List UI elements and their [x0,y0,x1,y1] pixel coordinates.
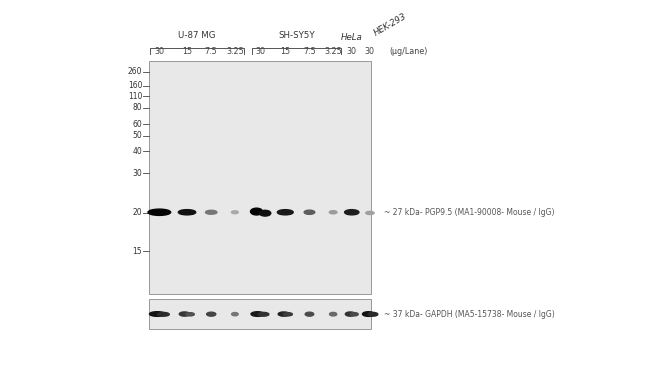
Text: 30: 30 [154,47,164,56]
Ellipse shape [150,312,165,316]
Text: SH-SY5Y: SH-SY5Y [278,31,315,40]
Ellipse shape [250,208,263,215]
Text: 30: 30 [133,169,142,178]
Text: 7.5: 7.5 [205,47,218,56]
Ellipse shape [284,314,292,315]
Text: 7.5: 7.5 [303,47,316,56]
Ellipse shape [259,210,271,216]
Ellipse shape [366,211,374,215]
Text: 3.25: 3.25 [324,47,342,56]
Ellipse shape [159,314,168,316]
Ellipse shape [345,312,355,316]
Ellipse shape [279,314,289,316]
Ellipse shape [231,313,238,316]
Text: 80: 80 [133,104,142,112]
Ellipse shape [306,312,314,316]
Text: ~ 37 kDa- GAPDH (MA5-15738- Mouse / IgG): ~ 37 kDa- GAPDH (MA5-15738- Mouse / IgG) [384,310,554,319]
Ellipse shape [283,313,292,316]
Ellipse shape [260,213,270,215]
Text: HeLa: HeLa [341,33,363,42]
Ellipse shape [350,313,358,316]
Ellipse shape [207,312,216,316]
Ellipse shape [207,314,215,316]
Ellipse shape [259,314,268,316]
Ellipse shape [187,314,194,315]
Ellipse shape [258,312,269,316]
Ellipse shape [351,314,358,315]
Text: (μg/Lane): (μg/Lane) [389,47,428,56]
Text: ~ 27 kDa- PGP9.5 (MA1-90008- Mouse / IgG): ~ 27 kDa- PGP9.5 (MA1-90008- Mouse / IgG… [384,208,554,217]
Text: 160: 160 [127,81,142,90]
Ellipse shape [306,314,313,316]
Text: 15: 15 [182,47,192,56]
Ellipse shape [346,212,358,214]
Text: 110: 110 [128,92,142,101]
Text: 30: 30 [255,47,265,56]
Ellipse shape [368,312,378,316]
Text: 30: 30 [365,47,375,56]
Ellipse shape [148,209,171,215]
Ellipse shape [346,314,354,316]
Ellipse shape [179,212,194,214]
Ellipse shape [207,212,216,214]
Ellipse shape [363,312,374,316]
Ellipse shape [369,314,377,316]
Ellipse shape [278,312,289,316]
FancyBboxPatch shape [150,61,371,294]
Ellipse shape [186,313,194,316]
Text: 260: 260 [127,67,142,76]
Text: 15: 15 [133,246,142,256]
Ellipse shape [179,312,190,316]
Ellipse shape [180,314,189,316]
Text: 20: 20 [133,208,142,217]
Ellipse shape [278,210,293,215]
Ellipse shape [330,314,336,315]
Text: 30: 30 [346,47,357,56]
Ellipse shape [344,210,359,215]
FancyBboxPatch shape [150,299,371,329]
Ellipse shape [305,212,314,214]
Ellipse shape [205,210,217,214]
Ellipse shape [252,314,263,316]
Ellipse shape [151,314,164,316]
Text: U-87 MG: U-87 MG [178,31,216,40]
Ellipse shape [150,212,169,214]
Ellipse shape [251,312,264,316]
Text: 50: 50 [133,132,142,140]
Text: 40: 40 [133,147,142,155]
Text: HEK-293: HEK-293 [372,12,408,38]
Text: 60: 60 [133,120,142,129]
Ellipse shape [252,211,262,214]
Ellipse shape [330,211,337,214]
Ellipse shape [330,312,337,316]
Ellipse shape [304,210,315,214]
Ellipse shape [232,314,238,315]
Ellipse shape [231,211,239,214]
Ellipse shape [278,212,292,214]
Ellipse shape [157,313,169,316]
Ellipse shape [178,210,196,215]
Text: 15: 15 [280,47,291,56]
Text: 3.25: 3.25 [226,47,244,56]
Ellipse shape [363,314,373,316]
